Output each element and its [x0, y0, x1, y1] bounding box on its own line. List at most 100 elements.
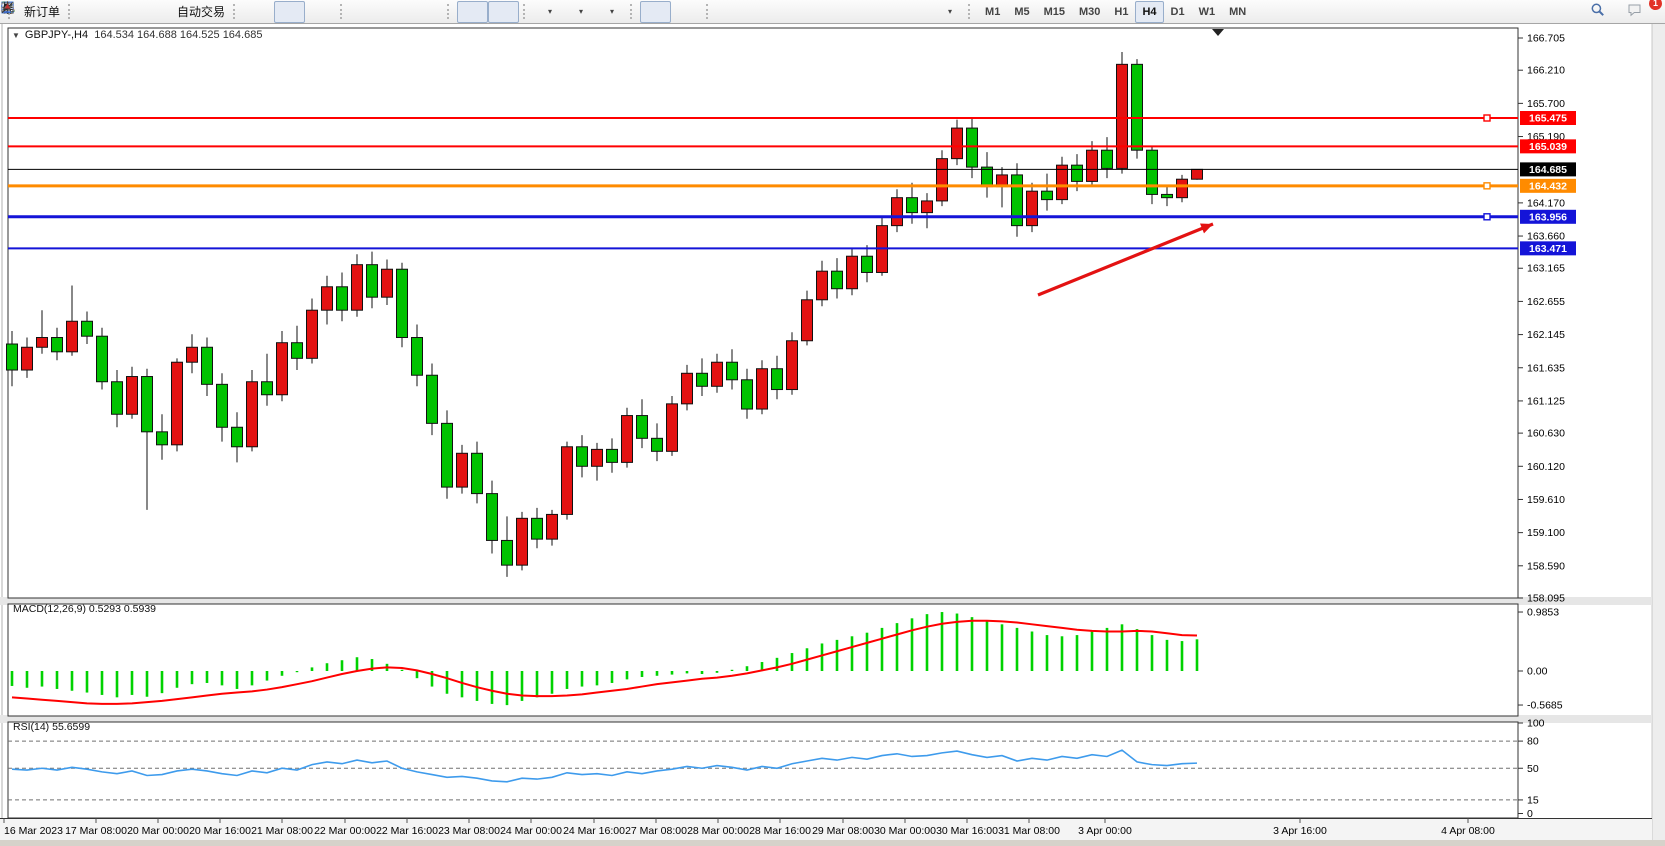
timeframe-mn[interactable]: MN: [1229, 5, 1247, 18]
hline-handle[interactable]: [1483, 114, 1491, 122]
svg-text:163.660: 163.660: [1527, 231, 1565, 243]
svg-text:30 Mar 16:00: 30 Mar 16:00: [936, 825, 998, 837]
channel-button[interactable]: E: [1, 1, 840, 23]
tile-windows-button[interactable]: [1, 1, 443, 23]
candle: [651, 437, 663, 452]
svg-text:158.590: 158.590: [1527, 560, 1565, 572]
svg-text:17 Mar 08:00: 17 Mar 08:00: [65, 825, 127, 837]
svg-text:164.685: 164.685: [1529, 164, 1567, 176]
hline-handle[interactable]: [1483, 182, 1491, 190]
timeframe-m1[interactable]: M1: [985, 5, 1001, 18]
chevron-down-icon[interactable]: ▾: [579, 7, 584, 16]
label-button[interactable]: T: [1, 1, 933, 23]
timeframe-w1[interactable]: W1: [1198, 5, 1216, 18]
price-axis[interactable]: 166.705166.210165.700165.190164.170163.6…: [1518, 33, 1576, 605]
auto-scroll-button[interactable]: [2, 0, 489, 23]
notification-badge[interactable]: 1: [1649, 0, 1662, 10]
bar-chart-button[interactable]: [2, 1, 274, 23]
toolbar-group-handle[interactable]: [523, 4, 529, 19]
timeframe-d1[interactable]: D1: [1170, 5, 1185, 18]
time-axis[interactable]: [0, 818, 1652, 841]
candle: [276, 342, 288, 396]
svg-text:162.655: 162.655: [1527, 296, 1565, 308]
candle: [1071, 164, 1083, 182]
candle: [831, 270, 843, 290]
cursor-button[interactable]: [2, 0, 672, 23]
chat-button[interactable]: 1: [1626, 0, 1662, 23]
candle: [561, 446, 573, 515]
search-button[interactable]: [1589, 1, 1620, 23]
svg-text:163.471: 163.471: [1529, 243, 1567, 255]
zoom-in-button[interactable]: [1, 1, 381, 23]
charts-window-button[interactable]: [1, 1, 140, 23]
candlestick-button[interactable]: [1, 0, 306, 23]
toolbar-group-handle[interactable]: [68, 4, 74, 19]
add-indicator-button[interactable]: ▾: [0, 1, 564, 23]
rsi-axis[interactable]: 100 80 50 15 0: [1518, 718, 1545, 821]
candle: [126, 376, 138, 415]
vertical-line-button[interactable]: [6, 1, 747, 23]
trend-arrow-object[interactable]: [1037, 222, 1214, 297]
template-button[interactable]: ▾: [1, 1, 626, 23]
svg-text:80: 80: [1527, 736, 1539, 748]
timeframe-h4[interactable]: H4: [1135, 0, 1164, 23]
crosshair-button[interactable]: [1, 1, 702, 23]
svg-text:16 Mar 2023: 16 Mar 2023: [4, 825, 63, 837]
toolbar-group-handle[interactable]: [968, 4, 974, 19]
candle: [906, 197, 918, 214]
hline-handle[interactable]: [1483, 213, 1491, 221]
shapes-button[interactable]: ▾: [4, 1, 964, 23]
timeframe-m15[interactable]: M15: [1043, 5, 1065, 18]
candle: [171, 361, 183, 446]
chevron-down-icon[interactable]: ▾: [548, 7, 553, 16]
candle: [246, 381, 258, 448]
timeframe-m5[interactable]: M5: [1014, 5, 1030, 18]
signal-button[interactable]: [1, 1, 171, 23]
horizontal-line-objects: [8, 114, 1518, 250]
autotrade-button[interactable]: 自动交易: [1, 1, 229, 23]
pane-splitter-2[interactable]: [0, 715, 1652, 723]
trendline-button[interactable]: [1, 1, 809, 23]
svg-text:3 Apr 16:00: 3 Apr 16:00: [1273, 825, 1327, 837]
toolbar-group-handle[interactable]: [340, 4, 346, 19]
svg-text:158.095: 158.095: [1527, 592, 1565, 604]
toolbar-group-handle[interactable]: [706, 4, 712, 19]
collapse-ohlc-icon[interactable]: ▼: [12, 31, 20, 40]
zoom-out-button[interactable]: [1, 1, 412, 23]
fibonacci-button[interactable]: F: [1, 1, 871, 23]
candle: [801, 299, 813, 342]
toolbar-group-handle[interactable]: [447, 4, 453, 19]
chevron-down-icon[interactable]: ▾: [610, 7, 615, 16]
pane-splitter-1[interactable]: [0, 597, 1652, 605]
svg-text:160.630: 160.630: [1527, 428, 1565, 440]
price-badge: [1520, 178, 1576, 193]
horizontal-line-button[interactable]: [1, 1, 778, 23]
svg-text:3 Apr 00:00: 3 Apr 00:00: [1078, 825, 1132, 837]
text-button[interactable]: A: [4, 1, 902, 23]
toolbar-group-handle[interactable]: [233, 4, 239, 19]
chart-shift-marker[interactable]: [1212, 29, 1224, 36]
price-pane: [7, 27, 1519, 599]
macd-axis[interactable]: 0.9853 0.00 -0.5685: [1518, 607, 1563, 712]
chart-shift-button[interactable]: [2, 0, 520, 23]
svg-text:27 Mar 08:00: 27 Mar 08:00: [625, 825, 687, 837]
chevron-down-icon[interactable]: ▾: [948, 7, 953, 16]
period-button[interactable]: ▾: [1, 1, 595, 23]
line-chart-button[interactable]: [0, 1, 336, 23]
toolbar-group-handle[interactable]: [630, 4, 636, 19]
rsi-name: RSI(14): [13, 721, 50, 733]
svg-text:159.100: 159.100: [1527, 527, 1565, 539]
candle: [501, 539, 513, 566]
candle: [396, 268, 408, 339]
timeframe-m30[interactable]: M30: [1079, 5, 1101, 18]
svg-text:162.145: 162.145: [1527, 329, 1565, 341]
candle: [456, 452, 468, 488]
candle: [816, 270, 828, 301]
new-order-button[interactable]: 新订单: [1, 1, 64, 23]
profile-button[interactable]: [1, 1, 109, 23]
timeframe-h1[interactable]: H1: [1114, 5, 1129, 18]
svg-text:166.210: 166.210: [1527, 65, 1565, 77]
candle: [951, 127, 963, 160]
